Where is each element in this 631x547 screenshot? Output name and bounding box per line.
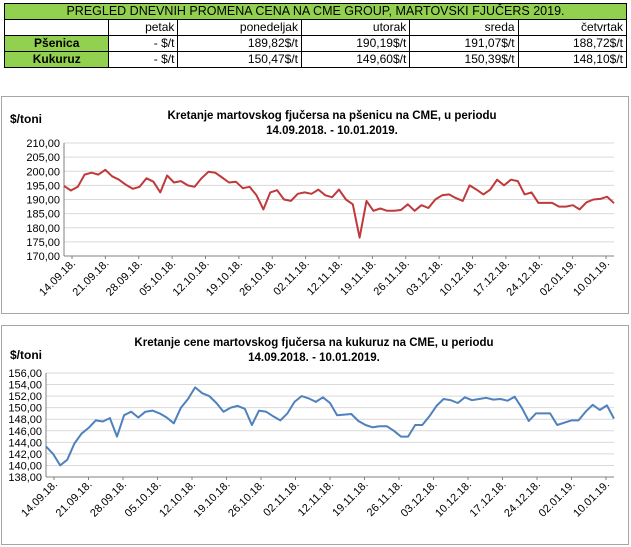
wheat-y-tick-label: 175,00 bbox=[26, 237, 60, 249]
wheat-chart-title: Kretanje martovskog fjučersa na pšenicu … bbox=[167, 110, 496, 122]
corn-x-tick-label: 17.12.18. bbox=[468, 479, 509, 520]
corn-x-tick-label: 14.09.18. bbox=[19, 479, 60, 520]
corn-chart-panel: Kretanje cene martovskog fjučersa na kuk… bbox=[1, 325, 629, 545]
corn-x-tick-label: 02.11.18. bbox=[261, 479, 301, 519]
wheat-x-tick-label: 26.10.18. bbox=[237, 258, 278, 299]
corn-x-tick-label: 02.01.19. bbox=[537, 479, 578, 520]
price-cell: 190,19$/t bbox=[300, 35, 411, 52]
corn-x-tick-label: 26.10.18. bbox=[226, 479, 267, 520]
wheat-y-tick-label: 190,00 bbox=[26, 195, 60, 207]
day-header: sreda bbox=[409, 19, 519, 36]
corn-series-line bbox=[45, 386, 615, 467]
table-row-wheat: Pšenica - $/t 189,82$/t 190,19$/t 191,07… bbox=[3, 35, 628, 52]
price-cell: 189,82$/t bbox=[177, 35, 302, 52]
corn-x-tick-label: 12.11.18. bbox=[296, 479, 336, 519]
corn-y-tick-label: 138,00 bbox=[8, 472, 42, 484]
price-summary-table: PREGLED DNEVNIH PROMENA CENA NA CME GROU… bbox=[3, 3, 628, 68]
corn-chart-title: Kretanje cene martovskog fjučersa na kuk… bbox=[134, 337, 493, 349]
wheat-series-line bbox=[63, 168, 615, 239]
price-cell: 150,47$/t bbox=[177, 51, 302, 68]
corn-y-tick-label: 156,00 bbox=[8, 368, 42, 380]
wheat-y-tick-label: 195,00 bbox=[26, 180, 60, 192]
corn-y-tick-label: 146,00 bbox=[8, 426, 42, 438]
wheat-y-unit-label: $/toni bbox=[10, 112, 42, 126]
price-cell: - $/t bbox=[108, 35, 179, 52]
corn-x-tick-label: 21.09.18. bbox=[54, 479, 95, 520]
price-cell: 188,72$/t bbox=[517, 35, 628, 52]
wheat-x-tick-label: 02.11.18. bbox=[271, 258, 311, 298]
wheat-y-tick-label: 205,00 bbox=[26, 152, 60, 164]
corn-x-tick-label: 19.11.18. bbox=[330, 479, 370, 519]
wheat-x-tick-label: 12.11.18. bbox=[305, 258, 345, 298]
wheat-y-tick-label: 210,00 bbox=[26, 138, 60, 150]
corn-y-tick-label: 148,00 bbox=[8, 414, 42, 426]
price-cell: 150,39$/t bbox=[409, 51, 519, 68]
wheat-chart: Kretanje martovskog fjučersa na pšenicu … bbox=[10, 110, 615, 299]
day-header: četvrtak bbox=[517, 19, 628, 36]
corn-y-tick-label: 154,00 bbox=[8, 380, 42, 392]
corn-y-tick-label: 140,00 bbox=[8, 460, 42, 472]
corn-x-tick-label: 10.01.19. bbox=[571, 479, 612, 520]
corn-x-tick-label: 24.12.18. bbox=[502, 479, 543, 520]
corn-y-tick-label: 152,00 bbox=[8, 391, 42, 403]
corn-y-unit-label: $/toni bbox=[10, 348, 42, 362]
corn-x-tick-label: 26.11.18. bbox=[365, 479, 405, 519]
table-header-row: petak ponedeljak utorak sreda četvrtak bbox=[3, 19, 628, 36]
day-header: utorak bbox=[300, 19, 411, 36]
row-label-corn: Kukuruz bbox=[3, 51, 110, 68]
table-row-corn: Kukuruz - $/t 150,47$/t 149,60$/t 150,39… bbox=[3, 51, 628, 68]
row-label-wheat: Pšenica bbox=[3, 35, 110, 52]
corn-x-tick-label: 28.09.18. bbox=[88, 479, 129, 520]
day-header: ponedeljak bbox=[177, 19, 302, 36]
corn-y-tick-label: 144,00 bbox=[8, 437, 42, 449]
corn-x-tick-label: 03.12.18. bbox=[399, 479, 440, 520]
price-cell: - $/t bbox=[108, 51, 179, 68]
price-cell: 191,07$/t bbox=[409, 35, 519, 52]
table-title: PREGLED DNEVNIH PROMENA CENA NA CME GROU… bbox=[4, 3, 627, 20]
corn-y-tick-label: 142,00 bbox=[8, 449, 42, 461]
corn-x-tick-label: 10.12.18. bbox=[433, 479, 474, 520]
wheat-y-tick-label: 185,00 bbox=[26, 209, 60, 221]
corn-x-tick-label: 19.10.18. bbox=[192, 479, 233, 520]
wheat-x-tick-label: 10.01.19. bbox=[571, 258, 612, 299]
corn-chart: Kretanje cene martovskog fjučersa na kuk… bbox=[8, 337, 615, 520]
corn-x-tick-label: 12.10.18. bbox=[157, 479, 198, 520]
price-cell: 148,10$/t bbox=[517, 51, 628, 68]
corn-chart-title: 14.09.2018. - 10.01.2019. bbox=[248, 352, 380, 364]
corn-x-tick-label: 05.10.18. bbox=[123, 479, 164, 520]
corn-y-tick-label: 150,00 bbox=[8, 403, 42, 415]
wheat-y-tick-label: 200,00 bbox=[26, 166, 60, 178]
wheat-chart-panel: Kretanje martovskog fjučersa na pšenicu … bbox=[1, 96, 629, 314]
table-corner-cell bbox=[3, 19, 110, 36]
wheat-x-tick-label: 19.11.18. bbox=[338, 258, 378, 298]
wheat-chart-title: 14.09.2018. - 10.01.2019. bbox=[266, 125, 398, 137]
wheat-y-tick-label: 180,00 bbox=[26, 223, 60, 235]
wheat-y-tick-label: 170,00 bbox=[26, 251, 60, 263]
price-cell: 149,60$/t bbox=[300, 51, 411, 68]
day-header: petak bbox=[108, 19, 179, 36]
